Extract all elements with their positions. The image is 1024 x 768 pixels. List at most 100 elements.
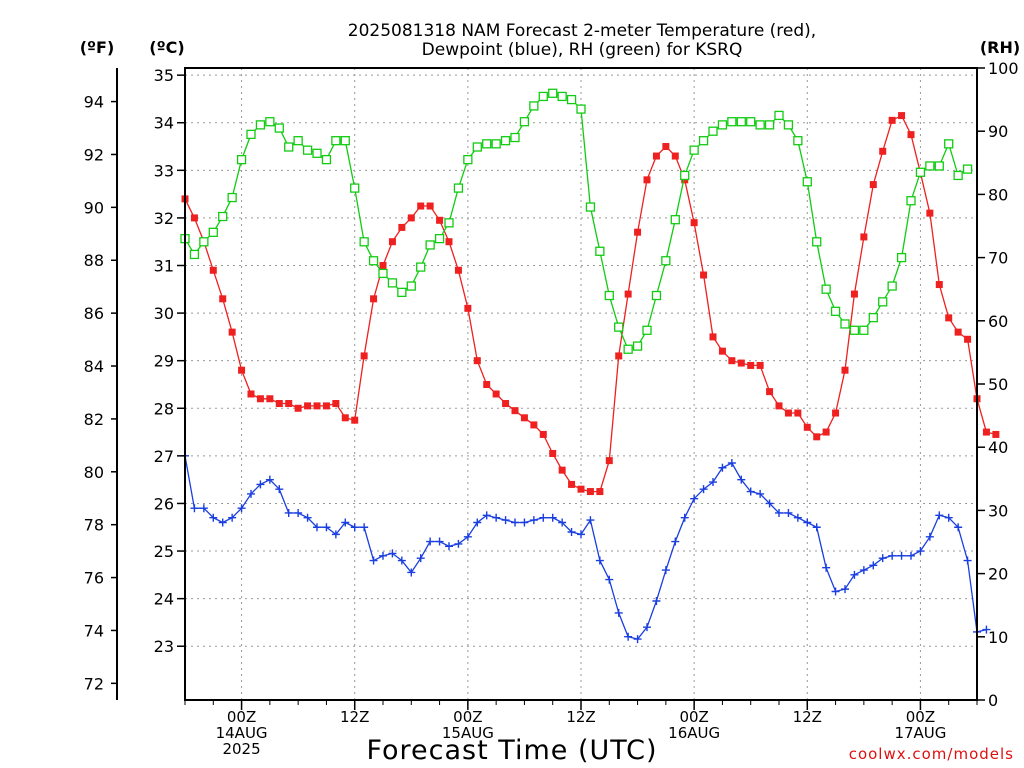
x-tick-label: 00Z xyxy=(679,708,708,726)
rh-point xyxy=(416,262,426,272)
rh-tick-label: 60 xyxy=(988,312,1008,331)
rh-point xyxy=(208,227,218,237)
celsius-tick-label: 25 xyxy=(154,542,174,561)
temperature-point xyxy=(511,407,519,415)
celsius-unit-label: (ºC) xyxy=(149,38,184,57)
rh-point xyxy=(651,290,662,301)
x-tick-label: 00Z xyxy=(227,708,256,726)
dewpoint-point xyxy=(925,532,934,541)
rh-point xyxy=(698,136,709,146)
celsius-tick-label: 29 xyxy=(154,352,174,371)
celsius-tick-label: 27 xyxy=(154,447,174,466)
fahrenheit-tick-label: 84 xyxy=(84,357,104,376)
dewpoint-point xyxy=(558,518,567,527)
x-tick-label: 00Z xyxy=(906,708,935,726)
rh-point xyxy=(359,237,369,247)
temperature-point xyxy=(370,295,378,303)
rh-point xyxy=(708,126,718,136)
dewpoint-point xyxy=(529,516,538,525)
temperature-point xyxy=(285,400,293,408)
rh-point xyxy=(764,120,775,130)
temperature-point xyxy=(869,181,877,189)
rh-point xyxy=(312,148,322,158)
temperature-point xyxy=(454,266,462,274)
temperature-point xyxy=(898,112,906,120)
rh-tick-label: 70 xyxy=(988,249,1008,268)
rh-point xyxy=(887,281,897,291)
grid xyxy=(185,68,977,700)
temperature-point xyxy=(992,430,1000,438)
celsius-tick-label: 23 xyxy=(154,637,174,656)
rh-point xyxy=(236,154,247,165)
dewpoint-point xyxy=(633,635,642,644)
temperature-point xyxy=(577,485,585,493)
rh-point xyxy=(453,183,464,193)
temperature-point xyxy=(219,295,227,303)
temperature-point xyxy=(964,335,972,343)
rh-tick-label: 20 xyxy=(988,565,1008,584)
dewpoint-point xyxy=(652,597,661,606)
rh-point xyxy=(727,117,737,127)
dewpoint-point xyxy=(690,494,699,503)
temperature-point xyxy=(634,228,642,236)
rh-point xyxy=(736,117,746,127)
rh-point xyxy=(500,136,511,146)
dewpoint-point xyxy=(228,513,237,522)
dewpoint-point xyxy=(878,554,887,563)
rh-point xyxy=(302,145,313,155)
rh-point xyxy=(529,101,539,111)
dewpoint-point xyxy=(265,475,274,484)
dewpoint-point xyxy=(379,551,387,560)
dewpoint-point xyxy=(595,556,604,565)
dewpoint-point xyxy=(416,554,425,563)
rh-point xyxy=(623,344,633,354)
dewpoint-point xyxy=(360,523,369,532)
temperature-point xyxy=(624,290,632,298)
dewpoint-point xyxy=(435,537,444,546)
dewpoint-point xyxy=(199,504,208,513)
dewpoint-point xyxy=(661,566,670,575)
rh-unit-label: (RH) xyxy=(980,38,1020,57)
rh-point xyxy=(566,94,577,105)
temperature-point xyxy=(888,116,896,124)
dewpoint-point xyxy=(803,518,812,527)
dewpoint-point xyxy=(859,566,868,575)
temperature-point xyxy=(662,143,670,151)
rh-point xyxy=(849,325,860,335)
x-tick-label: 12Z xyxy=(566,708,595,726)
temperature-point xyxy=(813,433,821,441)
rh-point xyxy=(878,297,888,307)
series-layer xyxy=(180,88,1000,644)
temperature-point xyxy=(473,357,481,365)
temperature-point xyxy=(926,209,934,217)
temperature-point xyxy=(747,361,755,369)
dewpoint-point xyxy=(624,632,633,641)
rh-tick-label: 50 xyxy=(988,375,1008,394)
rh-point xyxy=(793,136,803,146)
fahrenheit-tick-label: 80 xyxy=(84,463,104,482)
temperature-point xyxy=(671,152,679,160)
dewpoint-point xyxy=(463,532,472,541)
temperature-point xyxy=(728,357,736,365)
temperature-point xyxy=(615,352,623,360)
dewpoint-point xyxy=(388,549,397,558)
dewpoint-point xyxy=(869,561,878,570)
dewpoint-point xyxy=(209,513,218,522)
dewpoint-point xyxy=(897,551,906,560)
dewpoint-point xyxy=(322,523,331,532)
temperature-point xyxy=(558,466,566,474)
dewpoint-point xyxy=(256,480,265,489)
dewpoint-point xyxy=(822,563,831,572)
rh-point xyxy=(519,117,530,127)
dewpoint-point xyxy=(746,487,755,496)
rh-point xyxy=(840,319,850,329)
rh-point xyxy=(812,237,822,247)
dewpoint-point xyxy=(718,463,727,472)
dewpoint-point xyxy=(577,530,585,539)
celsius-tick-label: 34 xyxy=(154,114,174,133)
x-tick-label: 15AUG xyxy=(442,724,494,742)
dewpoint-point xyxy=(350,523,359,532)
rh-point xyxy=(510,132,520,143)
temperature-point xyxy=(360,352,368,360)
